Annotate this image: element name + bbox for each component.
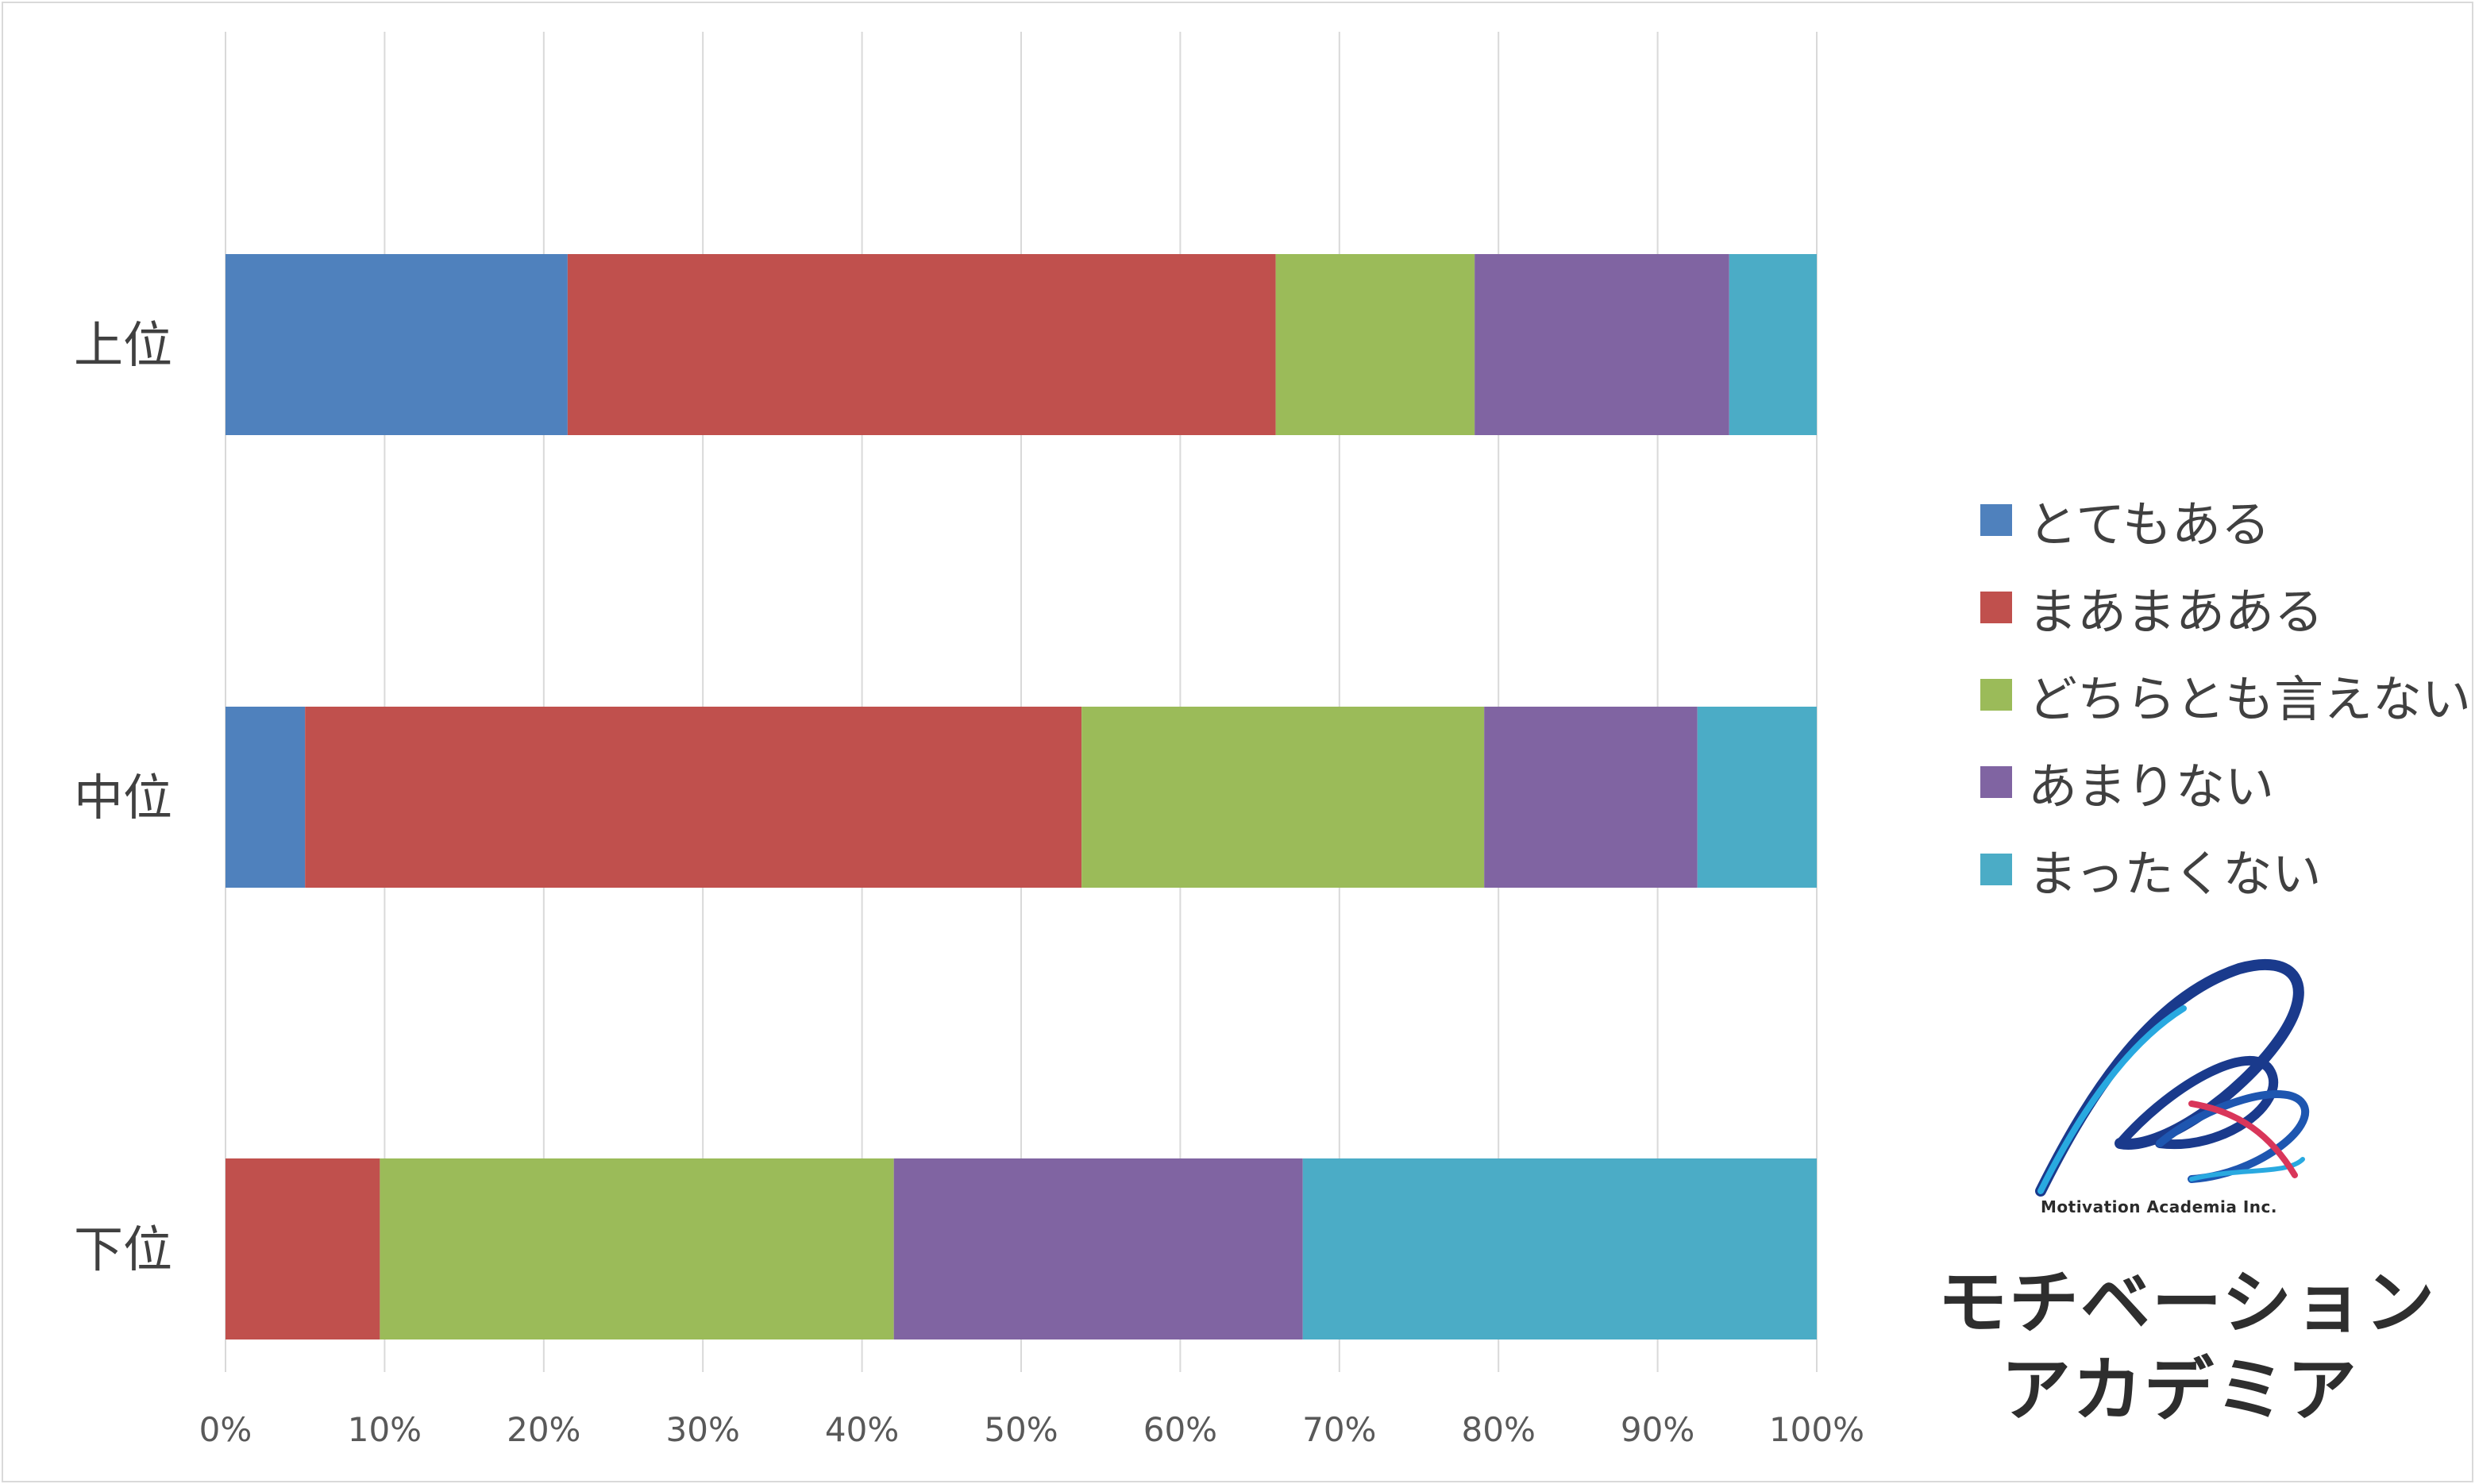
category-label: 上位 bbox=[74, 316, 172, 374]
x-tick-label: 20% bbox=[507, 1410, 580, 1449]
bar-segment bbox=[1302, 1158, 1817, 1339]
legend-item: あまりない bbox=[1980, 738, 2471, 826]
x-tick-label: 80% bbox=[1462, 1410, 1536, 1449]
bar-segment bbox=[380, 1158, 894, 1339]
category-label: 下位 bbox=[74, 1220, 172, 1278]
legend-swatch bbox=[1980, 766, 2012, 798]
category-label: 中位 bbox=[74, 769, 172, 827]
x-tick-label: 30% bbox=[666, 1410, 740, 1449]
bar-segment bbox=[567, 254, 1276, 435]
logo-swirl-icon bbox=[2035, 958, 2309, 1197]
company-logo: Motivation Academia Inc. モチベーション アカデミア bbox=[1922, 953, 2435, 1431]
bar-segment bbox=[226, 1158, 380, 1339]
bar-segment bbox=[1484, 707, 1698, 888]
x-tick-label: 10% bbox=[348, 1410, 422, 1449]
bar-segment bbox=[893, 1158, 1303, 1339]
bars bbox=[226, 254, 1817, 1339]
bar-segment bbox=[1275, 254, 1475, 435]
x-tick-label: 100% bbox=[1769, 1410, 1864, 1449]
legend-swatch bbox=[1980, 592, 2012, 623]
legend-label: まったくない bbox=[2028, 845, 2322, 903]
logo-caption: Motivation Academia Inc. bbox=[2041, 1197, 2277, 1216]
bar-segment bbox=[1081, 707, 1485, 888]
legend-label: あまりない bbox=[2028, 757, 2275, 815]
bar-segment bbox=[1729, 254, 1817, 435]
legend-item: まあまあある bbox=[1980, 564, 2471, 651]
legend-swatch bbox=[1980, 504, 2012, 536]
legend-label: とてもある bbox=[2028, 495, 2271, 553]
logo-name-line1: モチベーション bbox=[1937, 1262, 2437, 1343]
x-tick-label: 60% bbox=[1143, 1410, 1217, 1449]
bar-segment bbox=[1697, 707, 1817, 888]
legend: とてもある まあまあある どちらとも言えない あまりない まったくない bbox=[1980, 476, 2471, 913]
bar-segment bbox=[305, 707, 1082, 888]
x-tick-label: 70% bbox=[1302, 1410, 1376, 1449]
legend-label: どちらとも言えない bbox=[2028, 670, 2472, 728]
legend-item: まったくない bbox=[1980, 826, 2471, 913]
legend-item: とてもある bbox=[1980, 476, 2471, 564]
legend-swatch bbox=[1980, 854, 2012, 885]
x-tick-label: 50% bbox=[984, 1410, 1058, 1449]
bar-segment bbox=[1475, 254, 1729, 435]
x-tick-label: 40% bbox=[825, 1410, 899, 1449]
bar-segment bbox=[226, 254, 568, 435]
logo-name-line2: アカデミア bbox=[2001, 1349, 2359, 1431]
x-tick-labels: 0% 10% 20% 30% 40% 50% 60% 70% 80% 90% 100% bbox=[199, 1410, 1864, 1449]
bar-segment bbox=[226, 707, 306, 888]
legend-swatch bbox=[1980, 679, 2012, 711]
legend-item: どちらとも言えない bbox=[1980, 651, 2471, 738]
legend-label: まあまあある bbox=[2028, 583, 2324, 641]
x-tick-label: 90% bbox=[1621, 1410, 1694, 1449]
x-tick-label: 0% bbox=[199, 1410, 253, 1449]
